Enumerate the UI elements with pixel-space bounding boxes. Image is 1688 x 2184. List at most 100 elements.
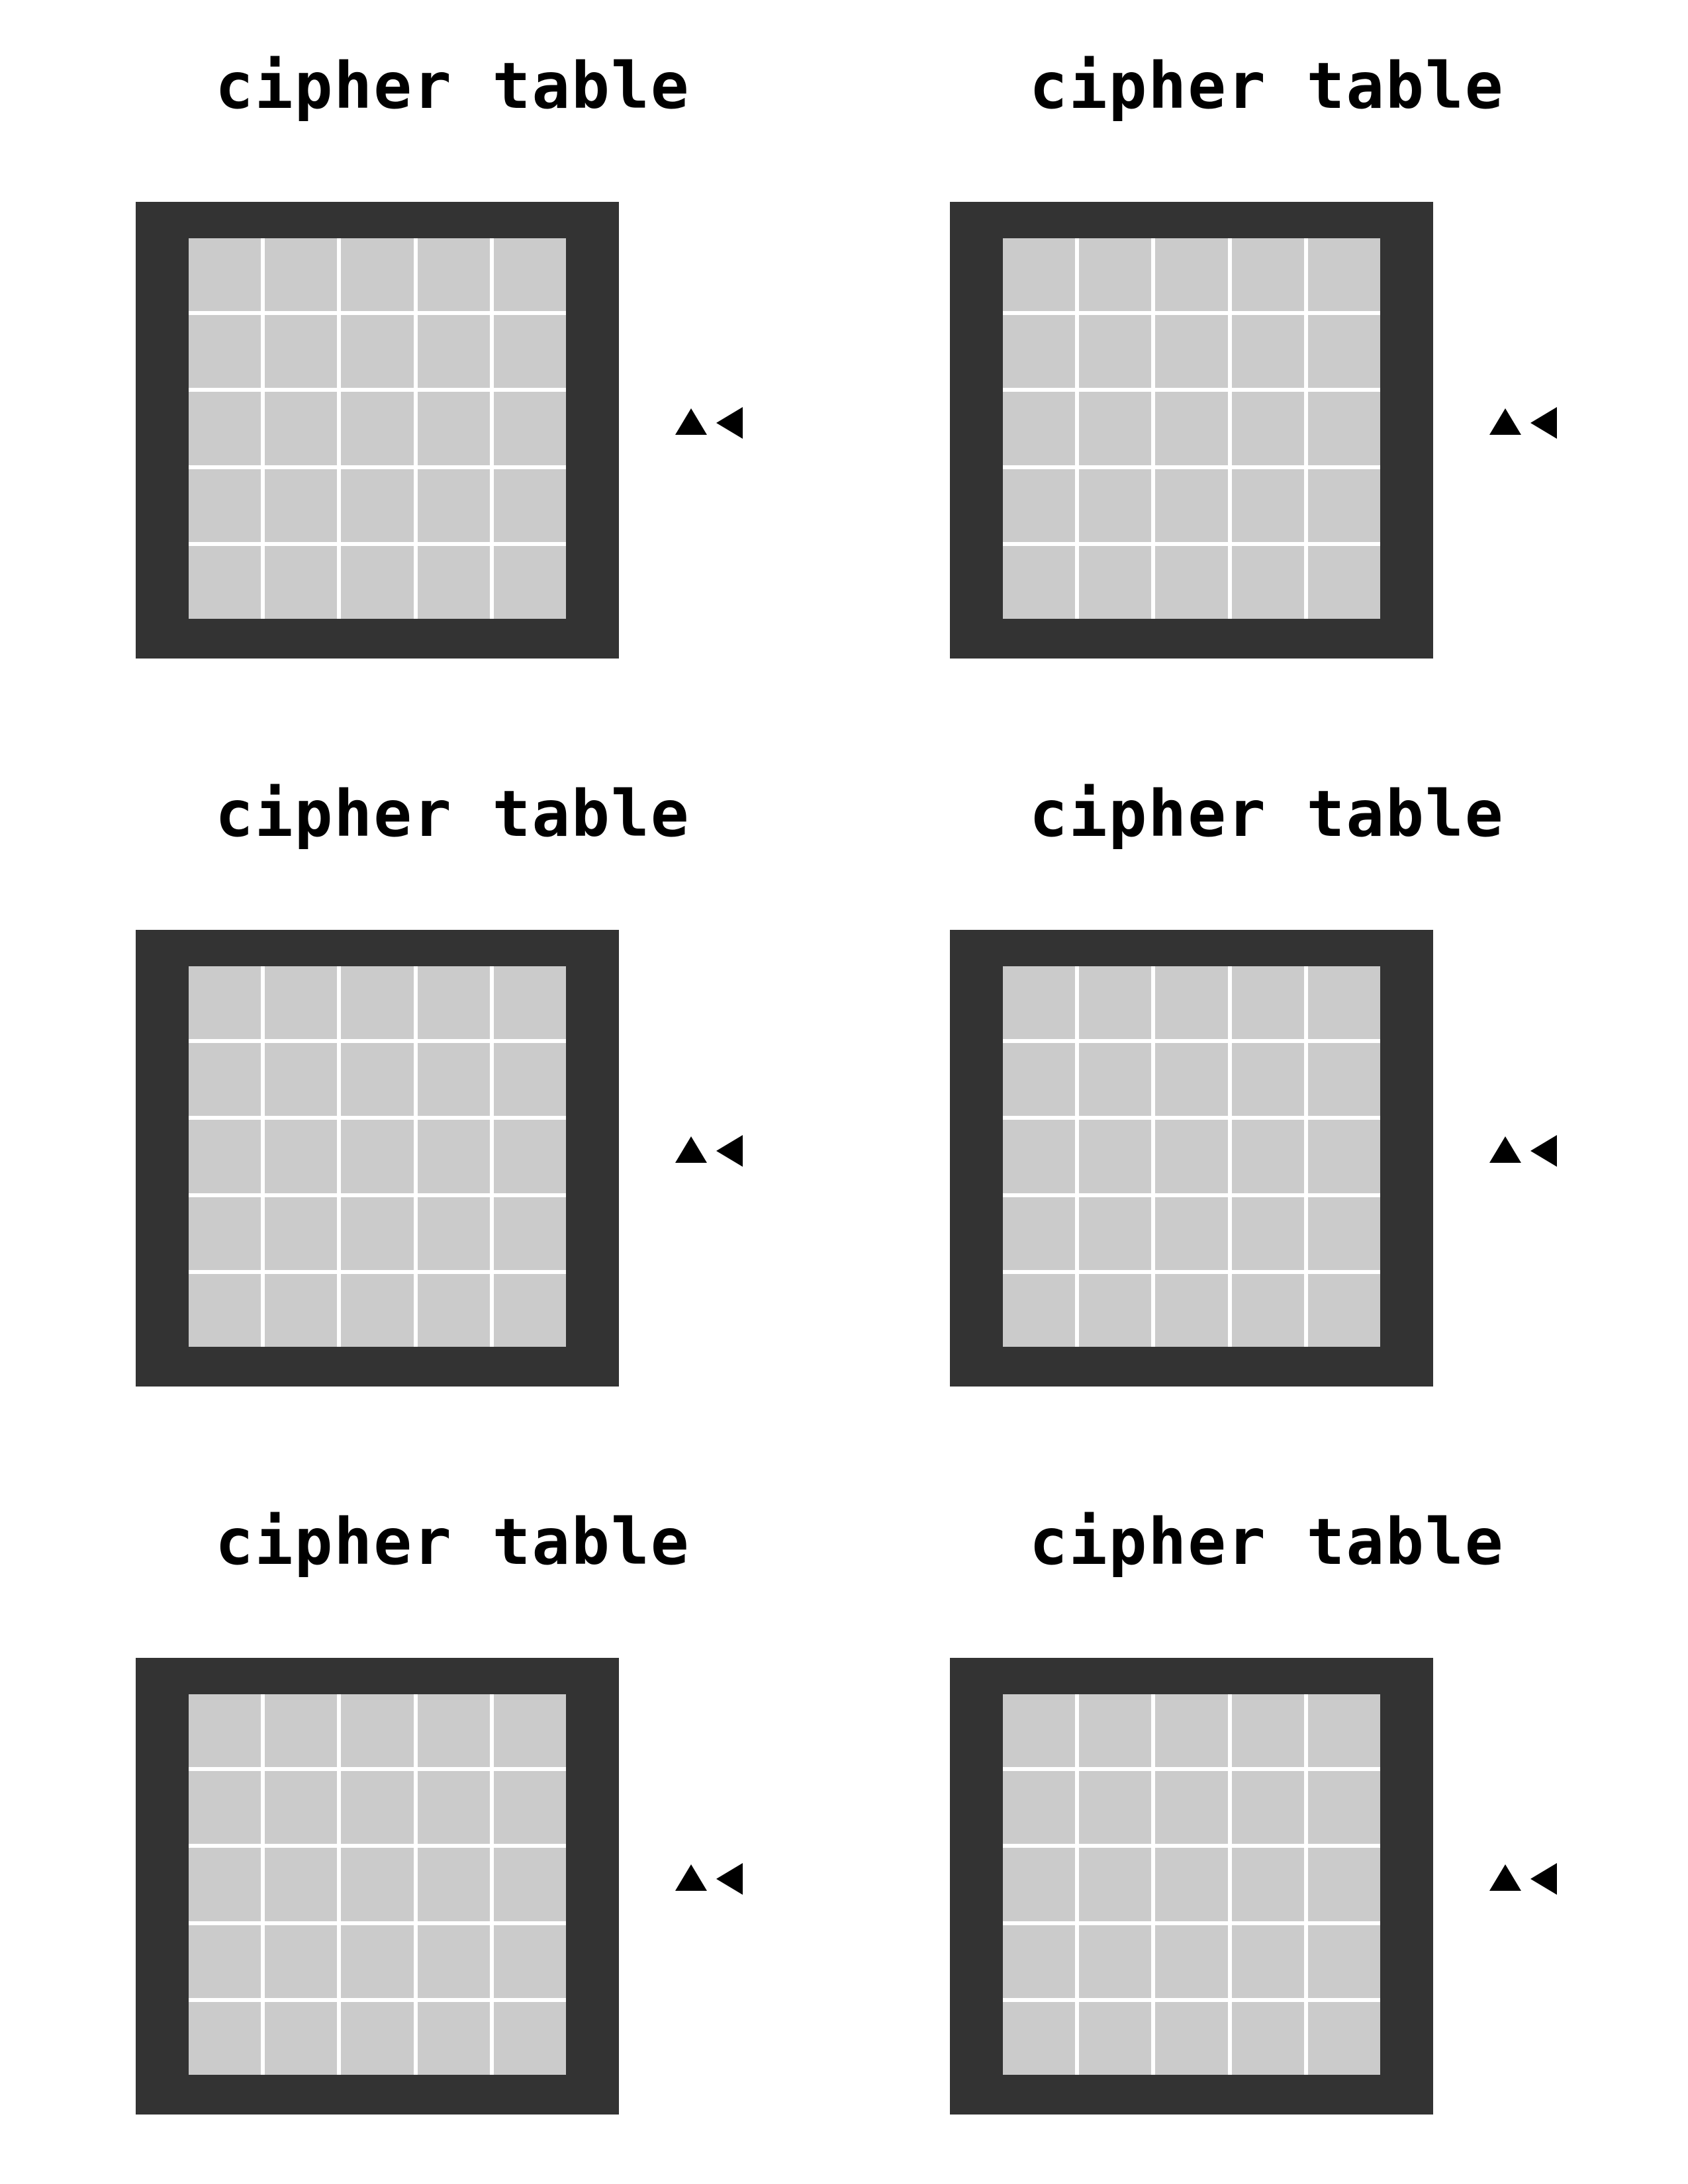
cipher-cell — [341, 1694, 414, 1768]
cipher-cell — [493, 1273, 566, 1347]
cipher-cell — [1079, 545, 1152, 619]
cipher-cell — [1003, 1771, 1076, 1844]
up-arrow-icon — [675, 1136, 707, 1163]
cipher-cell — [1231, 1925, 1304, 1998]
cipher-cell — [341, 966, 414, 1040]
cipher-cell — [1079, 315, 1152, 388]
cipher-cell — [1155, 1925, 1228, 1998]
left-arrow-icon — [716, 1863, 743, 1895]
cipher-grid — [1003, 1694, 1380, 2075]
cipher-cell — [189, 1848, 261, 1921]
cipher-cell — [493, 238, 566, 312]
arrow-group — [1489, 1135, 1562, 1168]
cipher-table-title: cipher table — [1029, 1505, 1505, 1579]
cipher-cell — [493, 1197, 566, 1270]
cipher-cell — [1003, 1197, 1076, 1270]
cipher-cell — [1003, 469, 1076, 542]
cipher-cell — [1079, 1197, 1152, 1270]
cipher-cell — [189, 392, 261, 465]
cipher-cell — [1307, 469, 1380, 542]
cipher-cell — [1155, 1848, 1228, 1921]
cipher-cell — [265, 2001, 338, 2075]
cipher-cell — [341, 1925, 414, 1998]
cipher-cell — [189, 2001, 261, 2075]
cipher-cell — [341, 315, 414, 388]
cipher-grid-frame — [136, 930, 619, 1387]
up-arrow-icon — [675, 408, 707, 435]
cipher-cell — [265, 392, 338, 465]
cipher-cell — [417, 1694, 490, 1768]
up-arrow-icon — [1489, 1136, 1521, 1163]
cipher-cell — [1079, 1273, 1152, 1347]
cipher-cell — [1231, 1043, 1304, 1116]
cipher-cell — [1003, 1120, 1076, 1193]
cipher-cell — [189, 315, 261, 388]
cipher-cell — [341, 1771, 414, 1844]
cipher-cell — [1155, 1043, 1228, 1116]
cipher-cell — [1231, 238, 1304, 312]
cipher-cell — [1003, 1925, 1076, 1998]
cipher-cell — [417, 1273, 490, 1347]
cipher-cell — [265, 1771, 338, 1844]
cipher-cell — [1079, 238, 1152, 312]
cipher-cell — [493, 1043, 566, 1116]
cipher-cell — [1231, 469, 1304, 542]
left-arrow-icon — [716, 1135, 743, 1167]
cipher-cell — [1079, 1694, 1152, 1768]
arrow-group — [1489, 407, 1562, 440]
cipher-cell — [1079, 392, 1152, 465]
cipher-cell — [265, 1043, 338, 1116]
cipher-cell — [1307, 238, 1380, 312]
cipher-cell — [1307, 966, 1380, 1040]
cipher-cell — [341, 545, 414, 619]
cipher-cell — [493, 1925, 566, 1998]
cipher-cell — [189, 1273, 261, 1347]
cipher-cell — [1155, 469, 1228, 542]
cipher-card: cipher table — [0, 0, 814, 662]
cipher-cell — [1155, 1694, 1228, 1768]
cipher-cell — [341, 1273, 414, 1347]
cipher-cell — [1079, 966, 1152, 1040]
cipher-cell — [1003, 238, 1076, 312]
cipher-cell — [417, 1043, 490, 1116]
cipher-cell — [1155, 315, 1228, 388]
cipher-cell — [1231, 966, 1304, 1040]
cipher-cell — [1231, 1848, 1304, 1921]
cipher-cell — [341, 392, 414, 465]
cipher-grid-frame — [136, 1658, 619, 2115]
cipher-cell — [1155, 1771, 1228, 1844]
cipher-cell — [1307, 2001, 1380, 2075]
cipher-cell — [1231, 392, 1304, 465]
left-arrow-icon — [716, 407, 743, 439]
cipher-cell — [265, 966, 338, 1040]
cipher-table-title: cipher table — [215, 777, 690, 851]
cipher-cell — [1307, 1694, 1380, 1768]
up-arrow-icon — [1489, 1864, 1521, 1891]
cipher-cell — [493, 469, 566, 542]
cipher-cell — [341, 1043, 414, 1116]
cipher-cell — [189, 1120, 261, 1193]
cipher-cell — [1003, 966, 1076, 1040]
cipher-cell — [417, 469, 490, 542]
cipher-cell — [417, 545, 490, 619]
cipher-cell — [1079, 2001, 1152, 2075]
cipher-cell — [1003, 545, 1076, 619]
cipher-cell — [1307, 545, 1380, 619]
cipher-table-title: cipher table — [215, 1505, 690, 1579]
cipher-cell — [1003, 315, 1076, 388]
cipher-cell — [1231, 1694, 1304, 1768]
cipher-cell — [1003, 1694, 1076, 1768]
cipher-cell — [417, 315, 490, 388]
cipher-cell — [1079, 1043, 1152, 1116]
cipher-cell — [417, 1848, 490, 1921]
cipher-cell — [1231, 1120, 1304, 1193]
cipher-cell — [1155, 1273, 1228, 1347]
cipher-cell — [493, 966, 566, 1040]
cipher-cell — [1231, 2001, 1304, 2075]
cipher-cell — [493, 1694, 566, 1768]
cipher-cell — [1155, 238, 1228, 312]
cipher-cell — [341, 2001, 414, 2075]
cipher-cell — [1079, 1771, 1152, 1844]
cipher-cell — [189, 1925, 261, 1998]
cipher-cell — [265, 545, 338, 619]
